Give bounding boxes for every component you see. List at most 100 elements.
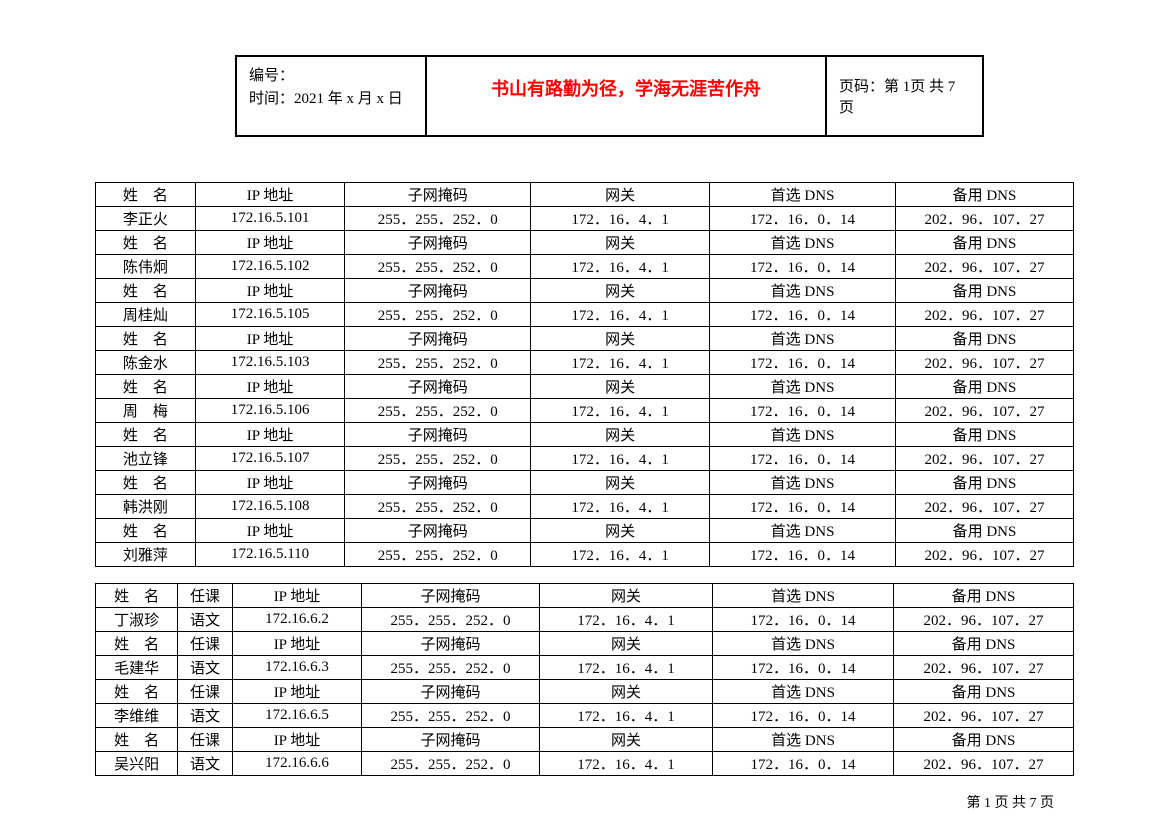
mask-cell: 255．255．252．0 [345, 447, 531, 471]
name-cell: 毛建华 [96, 656, 178, 680]
table-header-row: 姓 名任课IP 地址子网掩码网关首选 DNS备用 DNS [96, 680, 1074, 704]
dns1-cell: 172．16．0．14 [713, 608, 894, 632]
mask-cell: 255．255．252．0 [345, 543, 531, 567]
dns1-cell: 172．16．0．14 [710, 351, 896, 375]
mask-cell: 255．255．252．0 [362, 608, 540, 632]
table-header-cell: 任课 [178, 632, 233, 656]
dns2-cell: 202．96．107．27 [895, 351, 1073, 375]
dns2-cell: 202．96．107．27 [894, 704, 1074, 728]
table-header-cell: IP 地址 [195, 327, 345, 351]
dns2-cell: 202．96．107．27 [894, 656, 1074, 680]
ip-cell: 172.16.5.106 [195, 399, 345, 423]
course-cell: 语文 [178, 608, 233, 632]
name-cell: 陈伟炯 [96, 255, 196, 279]
table-header-row: 姓 名IP 地址子网掩码网关首选 DNS备用 DNS [96, 231, 1074, 255]
gateway-cell: 172．16．4．1 [531, 303, 710, 327]
table-header-cell: 首选 DNS [713, 680, 894, 704]
table-header-cell: 姓 名 [96, 327, 196, 351]
doc-number-label: 编号： [249, 65, 413, 88]
table-header-row: 姓 名IP 地址子网掩码网关首选 DNS备用 DNS [96, 183, 1074, 207]
table-header-cell: 姓 名 [96, 632, 178, 656]
table-header-cell: 任课 [178, 728, 233, 752]
table-header-cell: 网关 [539, 632, 712, 656]
table-header-cell: 网关 [531, 375, 710, 399]
mask-cell: 255．255．252．0 [362, 656, 540, 680]
table-header-row: 姓 名IP 地址子网掩码网关首选 DNS备用 DNS [96, 471, 1074, 495]
mask-cell: 255．255．252．0 [345, 255, 531, 279]
table-header-cell: IP 地址 [195, 183, 345, 207]
doc-date-label: 时间：2021 年 x 月 x 日 [249, 88, 413, 111]
table-header-cell: 子网掩码 [362, 728, 540, 752]
name-cell: 李维维 [96, 704, 178, 728]
table-header-cell: 备用 DNS [895, 279, 1073, 303]
table-header-cell: 首选 DNS [713, 584, 894, 608]
ip-table-2: 姓 名任课IP 地址子网掩码网关首选 DNS备用 DNS丁淑珍语文172.16.… [95, 583, 1074, 776]
table-header-cell: 备用 DNS [895, 183, 1073, 207]
name-cell: 陈金水 [96, 351, 196, 375]
gateway-cell: 172．16．4．1 [531, 207, 710, 231]
table-header-cell: IP 地址 [232, 632, 361, 656]
gateway-cell: 172．16．4．1 [531, 399, 710, 423]
ip-cell: 172.16.5.108 [195, 495, 345, 519]
name-cell: 丁淑珍 [96, 608, 178, 632]
dns1-cell: 172．16．0．14 [713, 656, 894, 680]
table-header-cell: 备用 DNS [894, 728, 1074, 752]
table-header-cell: 首选 DNS [710, 231, 896, 255]
table-header-cell: 子网掩码 [345, 231, 531, 255]
table-header-cell: 姓 名 [96, 279, 196, 303]
name-cell: 李正火 [96, 207, 196, 231]
table-header-row: 姓 名IP 地址子网掩码网关首选 DNS备用 DNS [96, 519, 1074, 543]
table-header-cell: 网关 [531, 183, 710, 207]
gateway-cell: 172．16．4．1 [531, 495, 710, 519]
ip-cell: 172.16.6.3 [232, 656, 361, 680]
header-motto: 书山有路勤为径，学海无涯苦作舟 [427, 57, 827, 135]
table-header-cell: 备用 DNS [895, 471, 1073, 495]
table-header-cell: 网关 [531, 231, 710, 255]
table-row: 李维维语文172.16.6.5255．255．252．0172．16．4．117… [96, 704, 1074, 728]
table-header-cell: 姓 名 [96, 584, 178, 608]
course-cell: 语文 [178, 656, 233, 680]
table-row: 韩洪刚172.16.5.108255．255．252．0172．16．4．117… [96, 495, 1074, 519]
table-row: 周桂灿172.16.5.105255．255．252．0172．16．4．117… [96, 303, 1074, 327]
table-header-row: 姓 名IP 地址子网掩码网关首选 DNS备用 DNS [96, 327, 1074, 351]
table-row: 李正火172.16.5.101255．255．252．0172．16．4．117… [96, 207, 1074, 231]
table-header-cell: 任课 [178, 584, 233, 608]
table-header-cell: 姓 名 [96, 231, 196, 255]
dns2-cell: 202．96．107．27 [895, 447, 1073, 471]
table-header-cell: 子网掩码 [362, 632, 540, 656]
table-header-row: 姓 名IP 地址子网掩码网关首选 DNS备用 DNS [96, 279, 1074, 303]
ip-cell: 172.16.5.105 [195, 303, 345, 327]
table-header-cell: 网关 [531, 423, 710, 447]
ip-cell: 172.16.5.103 [195, 351, 345, 375]
table-header-row: 姓 名任课IP 地址子网掩码网关首选 DNS备用 DNS [96, 728, 1074, 752]
dns2-cell: 202．96．107．27 [895, 255, 1073, 279]
dns1-cell: 172．16．0．14 [710, 495, 896, 519]
table-header-cell: 任课 [178, 680, 233, 704]
table-header-cell: 备用 DNS [895, 375, 1073, 399]
dns1-cell: 172．16．0．14 [710, 255, 896, 279]
table-row: 陈金水172.16.5.103255．255．252．0172．16．4．117… [96, 351, 1074, 375]
table-header-cell: 姓 名 [96, 519, 196, 543]
table-header-cell: 首选 DNS [713, 632, 894, 656]
table-header-cell: IP 地址 [195, 471, 345, 495]
ip-cell: 172.16.5.107 [195, 447, 345, 471]
gateway-cell: 172．16．4．1 [539, 704, 712, 728]
name-cell: 周桂灿 [96, 303, 196, 327]
course-cell: 语文 [178, 704, 233, 728]
table-header-cell: 子网掩码 [345, 423, 531, 447]
name-cell: 池立锋 [96, 447, 196, 471]
dns1-cell: 172．16．0．14 [710, 447, 896, 471]
table-header-cell: 网关 [531, 471, 710, 495]
ip-cell: 172.16.5.101 [195, 207, 345, 231]
mask-cell: 255．255．252．0 [362, 704, 540, 728]
table-header-cell: 备用 DNS [894, 680, 1074, 704]
name-cell: 韩洪刚 [96, 495, 196, 519]
table-header-cell: 备用 DNS [894, 584, 1074, 608]
table-header-cell: 子网掩码 [345, 183, 531, 207]
table-header-cell: 首选 DNS [710, 183, 896, 207]
dns2-cell: 202．96．107．27 [895, 543, 1073, 567]
table-header-cell: 首选 DNS [710, 519, 896, 543]
name-cell: 周 梅 [96, 399, 196, 423]
dns1-cell: 172．16．0．14 [713, 704, 894, 728]
mask-cell: 255．255．252．0 [345, 207, 531, 231]
